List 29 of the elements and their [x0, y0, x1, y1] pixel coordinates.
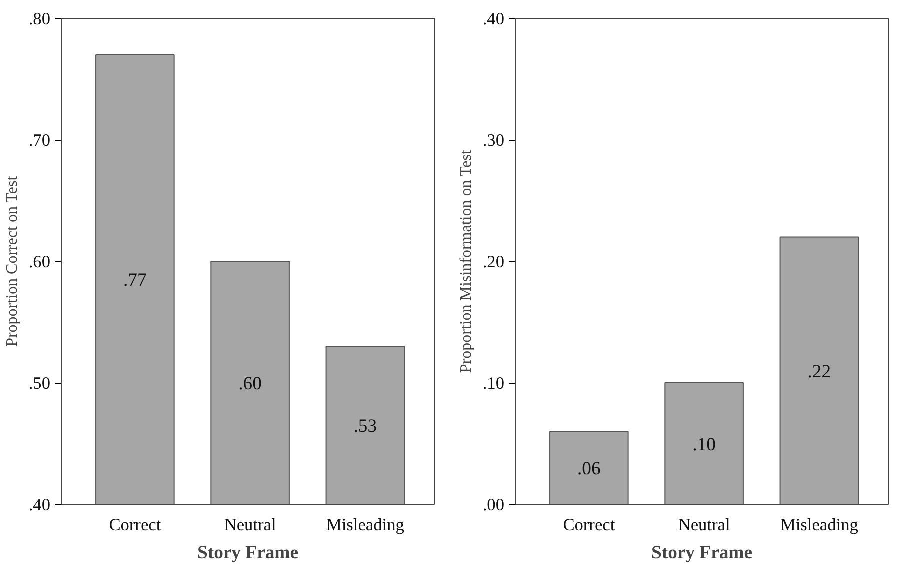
x-tick-label: Misleading: [780, 516, 859, 534]
y-tick-label: .00: [482, 496, 505, 514]
y-tick-label: .80: [28, 10, 51, 28]
x-tick-label: Misleading: [326, 516, 405, 534]
data-label: .53: [354, 416, 378, 438]
data-label: .77: [124, 270, 147, 292]
data-label: .10: [692, 434, 716, 456]
x-tick-label: Neutral: [678, 516, 730, 534]
x-tick-label: Correct: [109, 516, 162, 534]
y-axis-title: Proportion Misinformation on Test: [458, 150, 475, 374]
data-label: .22: [808, 361, 832, 382]
y-tick-label: .20: [482, 252, 505, 272]
y-tick-label: .70: [28, 131, 51, 150]
x-tick-label: Correct: [563, 516, 616, 534]
bar: [550, 431, 629, 504]
y-axis-title: Proportion Correct on Test: [4, 176, 21, 347]
data-label: .60: [238, 374, 262, 394]
x-axis-title: Story Frame: [197, 542, 299, 564]
data-label: .06: [578, 458, 601, 480]
y-tick-label: .30: [482, 131, 505, 150]
y-tick-label: .40: [28, 496, 51, 514]
x-axis-title: Story Frame: [651, 542, 753, 564]
y-tick-label: .50: [28, 374, 51, 393]
x-tick-label: Neutral: [224, 516, 276, 534]
y-tick-label: .40: [482, 10, 505, 28]
y-tick-label: .10: [482, 374, 505, 393]
bar: [664, 382, 744, 504]
y-tick-label: .60: [28, 252, 51, 272]
bar: [780, 236, 860, 504]
